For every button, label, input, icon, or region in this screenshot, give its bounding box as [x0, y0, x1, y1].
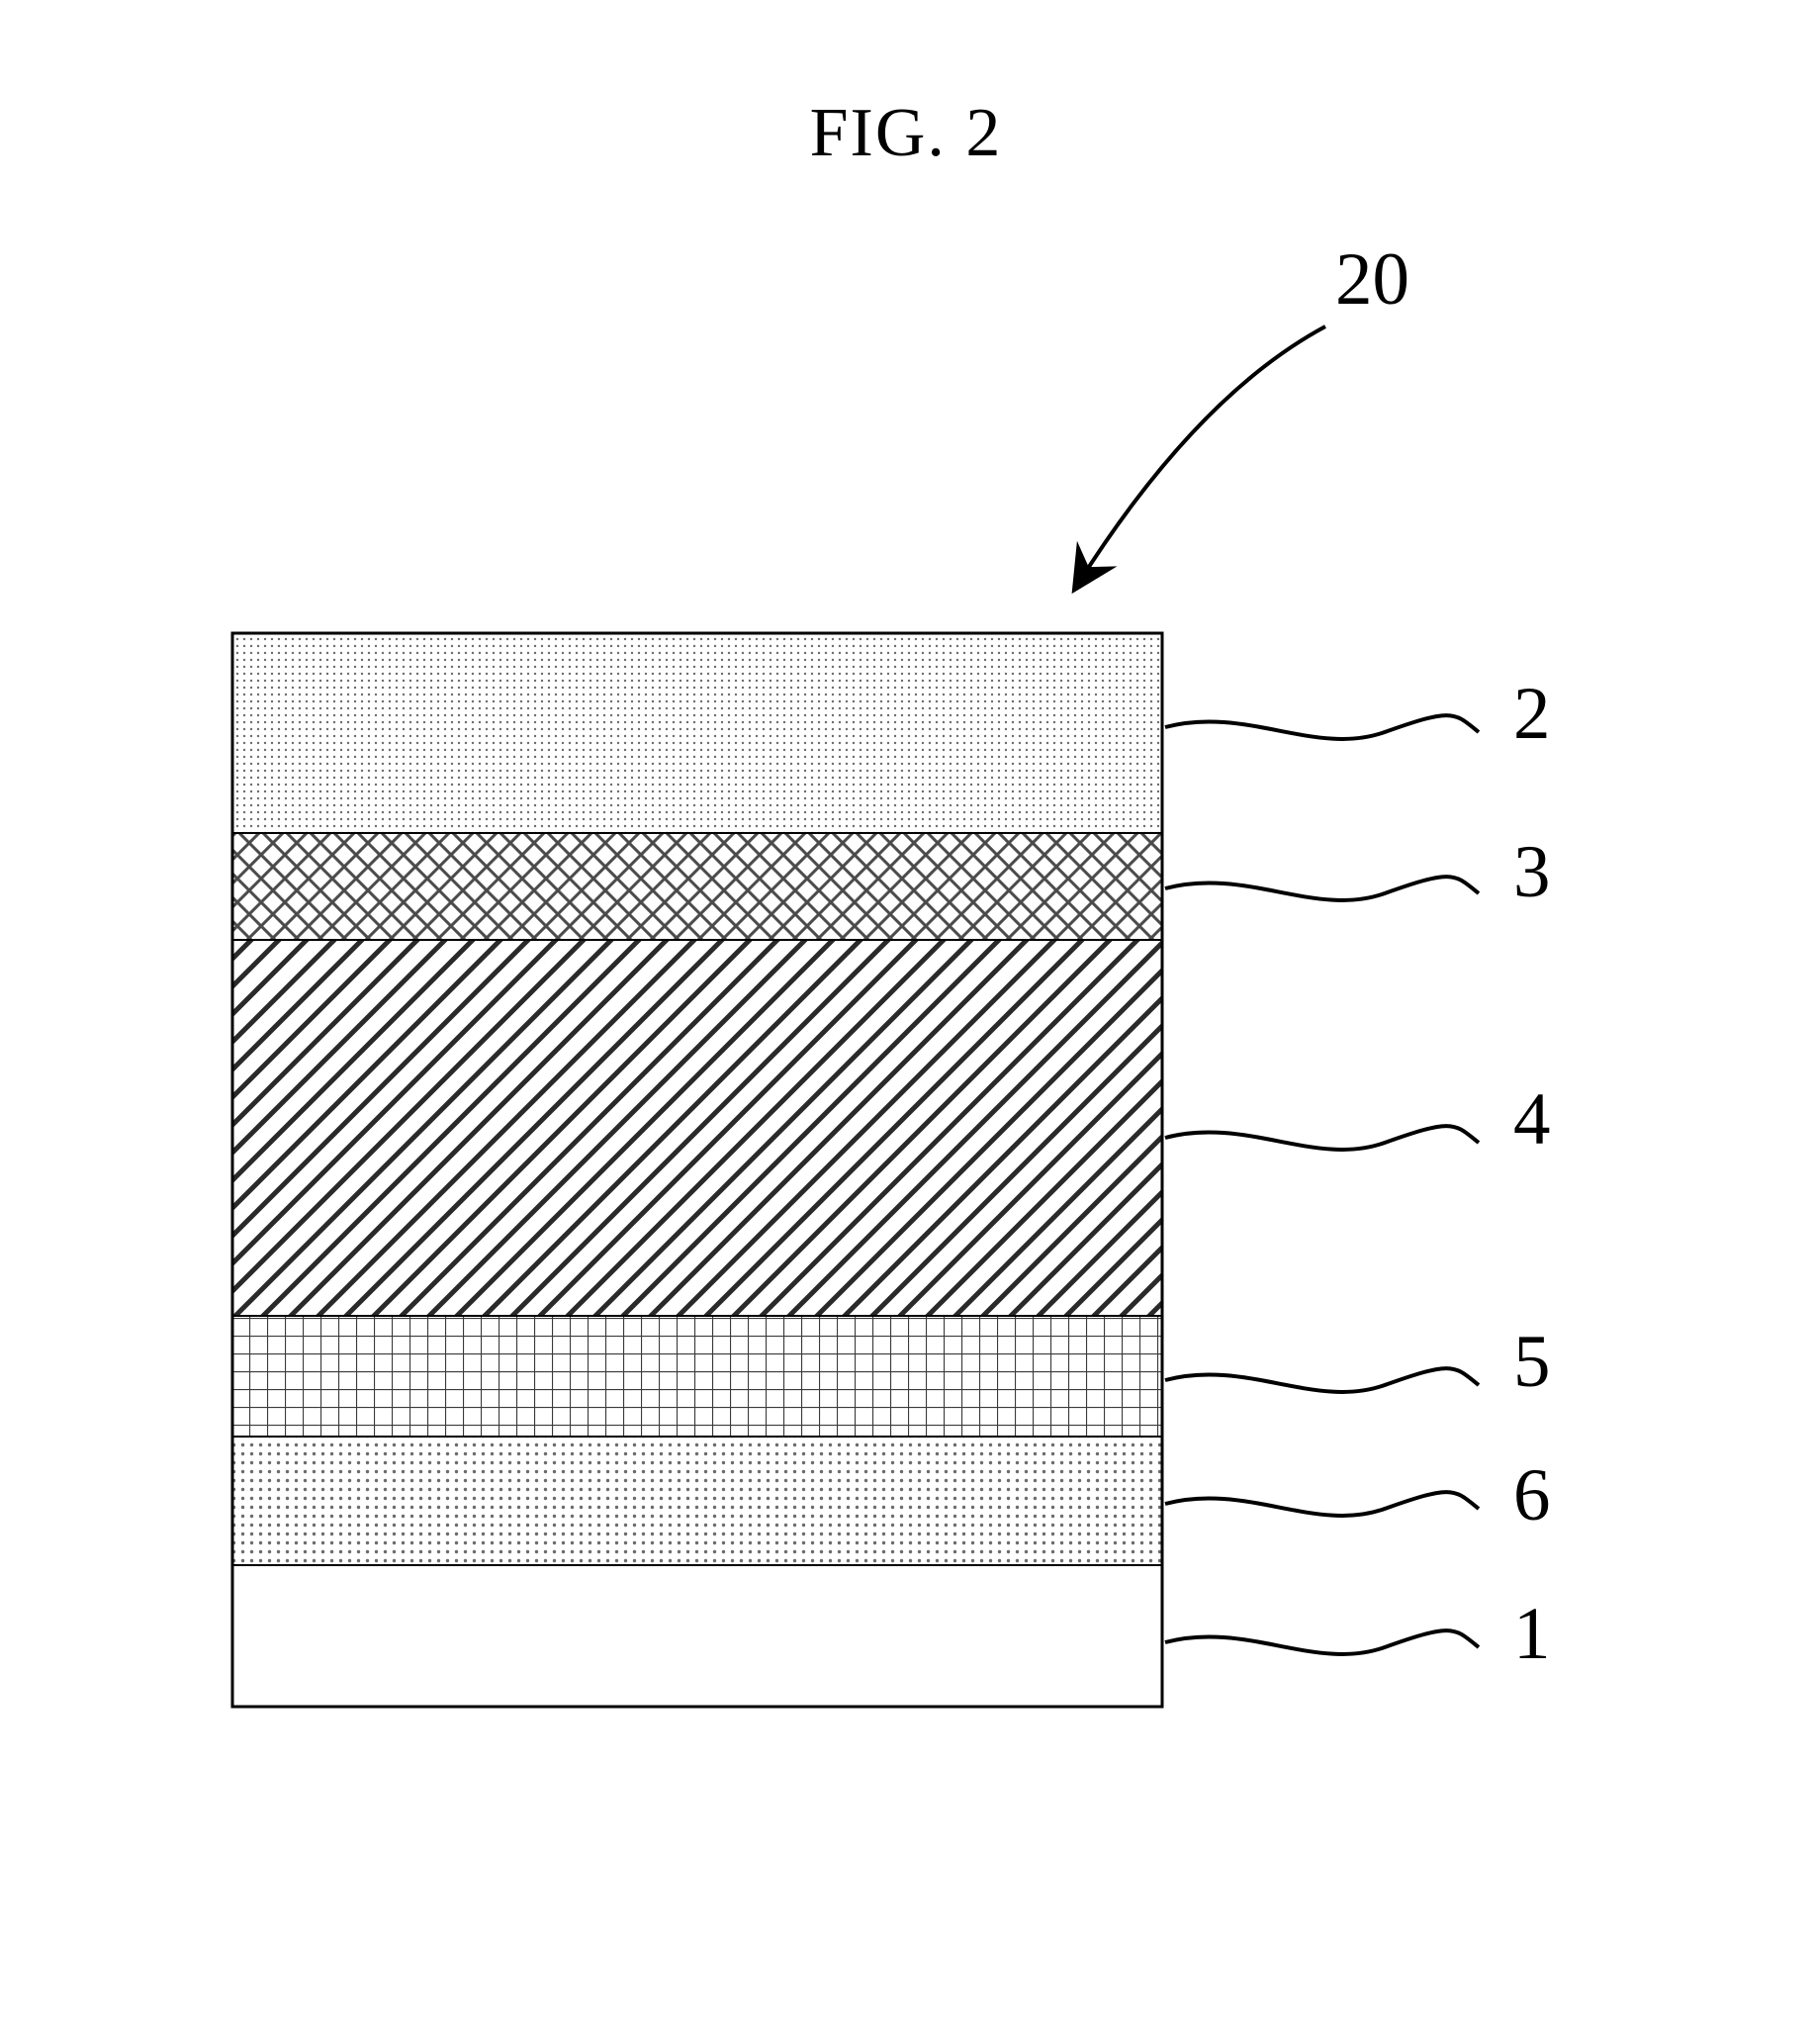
label-5: 5 — [1513, 1320, 1551, 1405]
leader-5 — [1165, 1368, 1479, 1392]
leader-3 — [1165, 877, 1479, 900]
leader-1 — [1165, 1630, 1479, 1654]
layer-4 — [232, 940, 1162, 1316]
leader-lines — [1165, 715, 1479, 1654]
layer-stack — [232, 633, 1162, 1707]
layer-1 — [232, 1565, 1162, 1707]
label-4: 4 — [1513, 1077, 1551, 1162]
layer-6 — [232, 1437, 1162, 1565]
label-3: 3 — [1513, 830, 1551, 915]
layer-5 — [232, 1316, 1162, 1437]
label-1: 1 — [1513, 1592, 1551, 1677]
figure-title: FIG. 2 — [0, 94, 1812, 173]
assembly-arrow — [1078, 326, 1325, 584]
layer-2 — [232, 633, 1162, 833]
layer-3 — [232, 833, 1162, 940]
leader-6 — [1165, 1492, 1479, 1516]
overlay-svg — [0, 0, 1812, 2044]
label-6: 6 — [1513, 1453, 1551, 1538]
leader-2 — [1165, 715, 1479, 739]
leader-4 — [1165, 1126, 1479, 1150]
assembly-label: 20 — [1335, 237, 1409, 323]
figure-page: FIG. 2 20 — [0, 0, 1812, 2044]
label-2: 2 — [1513, 672, 1551, 757]
